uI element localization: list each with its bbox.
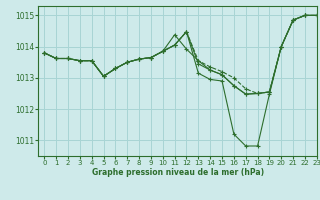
X-axis label: Graphe pression niveau de la mer (hPa): Graphe pression niveau de la mer (hPa) [92, 168, 264, 177]
